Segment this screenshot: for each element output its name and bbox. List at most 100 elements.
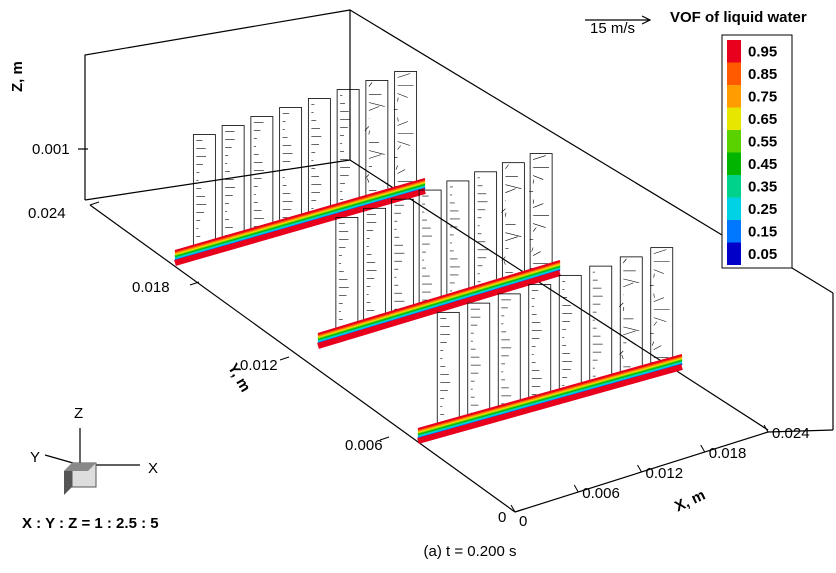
vector xyxy=(367,179,369,183)
legend-label: 0.85 xyxy=(748,66,777,83)
vector-slice xyxy=(559,275,581,390)
x-tick-label: 0.024 xyxy=(772,425,810,442)
vector xyxy=(623,331,636,335)
vector xyxy=(505,237,518,241)
legend-swatch xyxy=(727,220,741,243)
vector xyxy=(533,200,534,204)
x-tick xyxy=(701,445,705,452)
legend-swatch xyxy=(727,85,741,108)
domain-box xyxy=(85,10,833,512)
vector-slice xyxy=(620,257,642,372)
vector xyxy=(623,307,624,311)
vof-core xyxy=(418,367,682,441)
x-axis-label: X, m xyxy=(672,487,708,516)
vector-slice xyxy=(590,266,612,381)
legend-swatch xyxy=(727,175,741,198)
vector-slice xyxy=(391,199,413,314)
z-axis-label: Z, m xyxy=(9,61,26,92)
vector xyxy=(369,107,379,111)
vector-slice xyxy=(498,294,520,409)
y-tick-label: 0.006 xyxy=(345,437,383,454)
vector xyxy=(654,346,661,350)
legend-label: 0.75 xyxy=(748,88,777,105)
vector xyxy=(533,180,534,184)
y-tick-label: 0.018 xyxy=(132,279,170,296)
vof-core xyxy=(175,191,425,263)
vector xyxy=(398,170,405,174)
back-face xyxy=(85,10,350,200)
vector-slice xyxy=(437,312,459,427)
x-tick xyxy=(574,485,578,492)
vector-slice xyxy=(337,90,359,205)
vector xyxy=(505,165,508,169)
box-edge xyxy=(792,268,833,293)
legend-label: 0.45 xyxy=(748,156,777,173)
vector xyxy=(654,274,655,278)
legend-label: 0.05 xyxy=(748,246,777,263)
y-tick xyxy=(280,357,289,360)
vector xyxy=(623,327,639,331)
legend-label: 0.35 xyxy=(748,178,777,195)
vector xyxy=(369,155,382,159)
caption: (a) t = 0.200 s xyxy=(424,543,517,560)
vector-slice xyxy=(529,285,551,400)
vector xyxy=(533,252,540,256)
vector xyxy=(505,185,521,189)
vector xyxy=(654,250,667,254)
vector xyxy=(505,213,506,217)
vector xyxy=(654,322,657,326)
vector xyxy=(654,294,655,298)
vof-layer xyxy=(418,355,682,429)
vof-core xyxy=(318,273,560,346)
vector xyxy=(532,248,534,252)
x-tick-label: 0.012 xyxy=(646,465,684,482)
x-tick-label: 0.018 xyxy=(709,445,747,462)
vector xyxy=(504,261,506,265)
box-edge xyxy=(85,160,350,200)
triad-x: X xyxy=(148,460,158,477)
orientation-triad: Z X Y xyxy=(30,405,158,495)
vector-slice xyxy=(366,81,388,196)
x-tick-label: 0 xyxy=(519,513,527,530)
vector xyxy=(654,270,664,274)
vof-layer xyxy=(318,261,560,334)
triad-z: Z xyxy=(74,405,83,422)
vector xyxy=(398,122,408,126)
y-tick xyxy=(90,202,99,205)
legend-label: 0.15 xyxy=(748,223,777,240)
triad-y: Y xyxy=(30,449,40,466)
legend-label: 0.25 xyxy=(748,201,777,218)
vector xyxy=(654,318,667,322)
legend-swatch xyxy=(727,243,741,266)
legend-swatch xyxy=(727,108,741,131)
vector-slice xyxy=(395,72,417,187)
vof-layer xyxy=(175,179,425,251)
figure: 00.0060.0120.0180.02400.0060.0120.0180.0… xyxy=(0,0,836,573)
y-tick-label: 0 xyxy=(498,509,506,526)
vector-slice xyxy=(651,248,673,363)
vector xyxy=(622,355,624,359)
vector xyxy=(369,103,385,107)
legend-label: 0.65 xyxy=(748,111,777,128)
vector xyxy=(398,118,399,122)
legend-label: 0.95 xyxy=(748,43,777,60)
vector xyxy=(623,259,626,263)
vector-slice xyxy=(447,181,469,296)
z-tick-label: 0.001 xyxy=(32,141,70,158)
vector xyxy=(398,94,408,98)
vector-slice xyxy=(364,208,386,323)
vector xyxy=(369,83,372,87)
vector xyxy=(623,279,639,283)
vector xyxy=(398,74,411,78)
legend-label: 0.55 xyxy=(748,133,777,150)
vector xyxy=(398,142,411,146)
legend-swatch xyxy=(727,130,741,153)
legend-swatch xyxy=(727,40,741,63)
vector xyxy=(533,228,536,232)
vector xyxy=(654,298,664,302)
vector xyxy=(369,151,385,155)
vector xyxy=(398,146,401,150)
reference-vector-label: 15 m/s xyxy=(590,20,635,37)
y-tick-label: 0.024 xyxy=(28,205,66,222)
vector xyxy=(533,176,543,180)
